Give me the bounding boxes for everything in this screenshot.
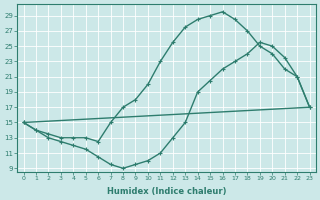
X-axis label: Humidex (Indice chaleur): Humidex (Indice chaleur) <box>107 187 226 196</box>
